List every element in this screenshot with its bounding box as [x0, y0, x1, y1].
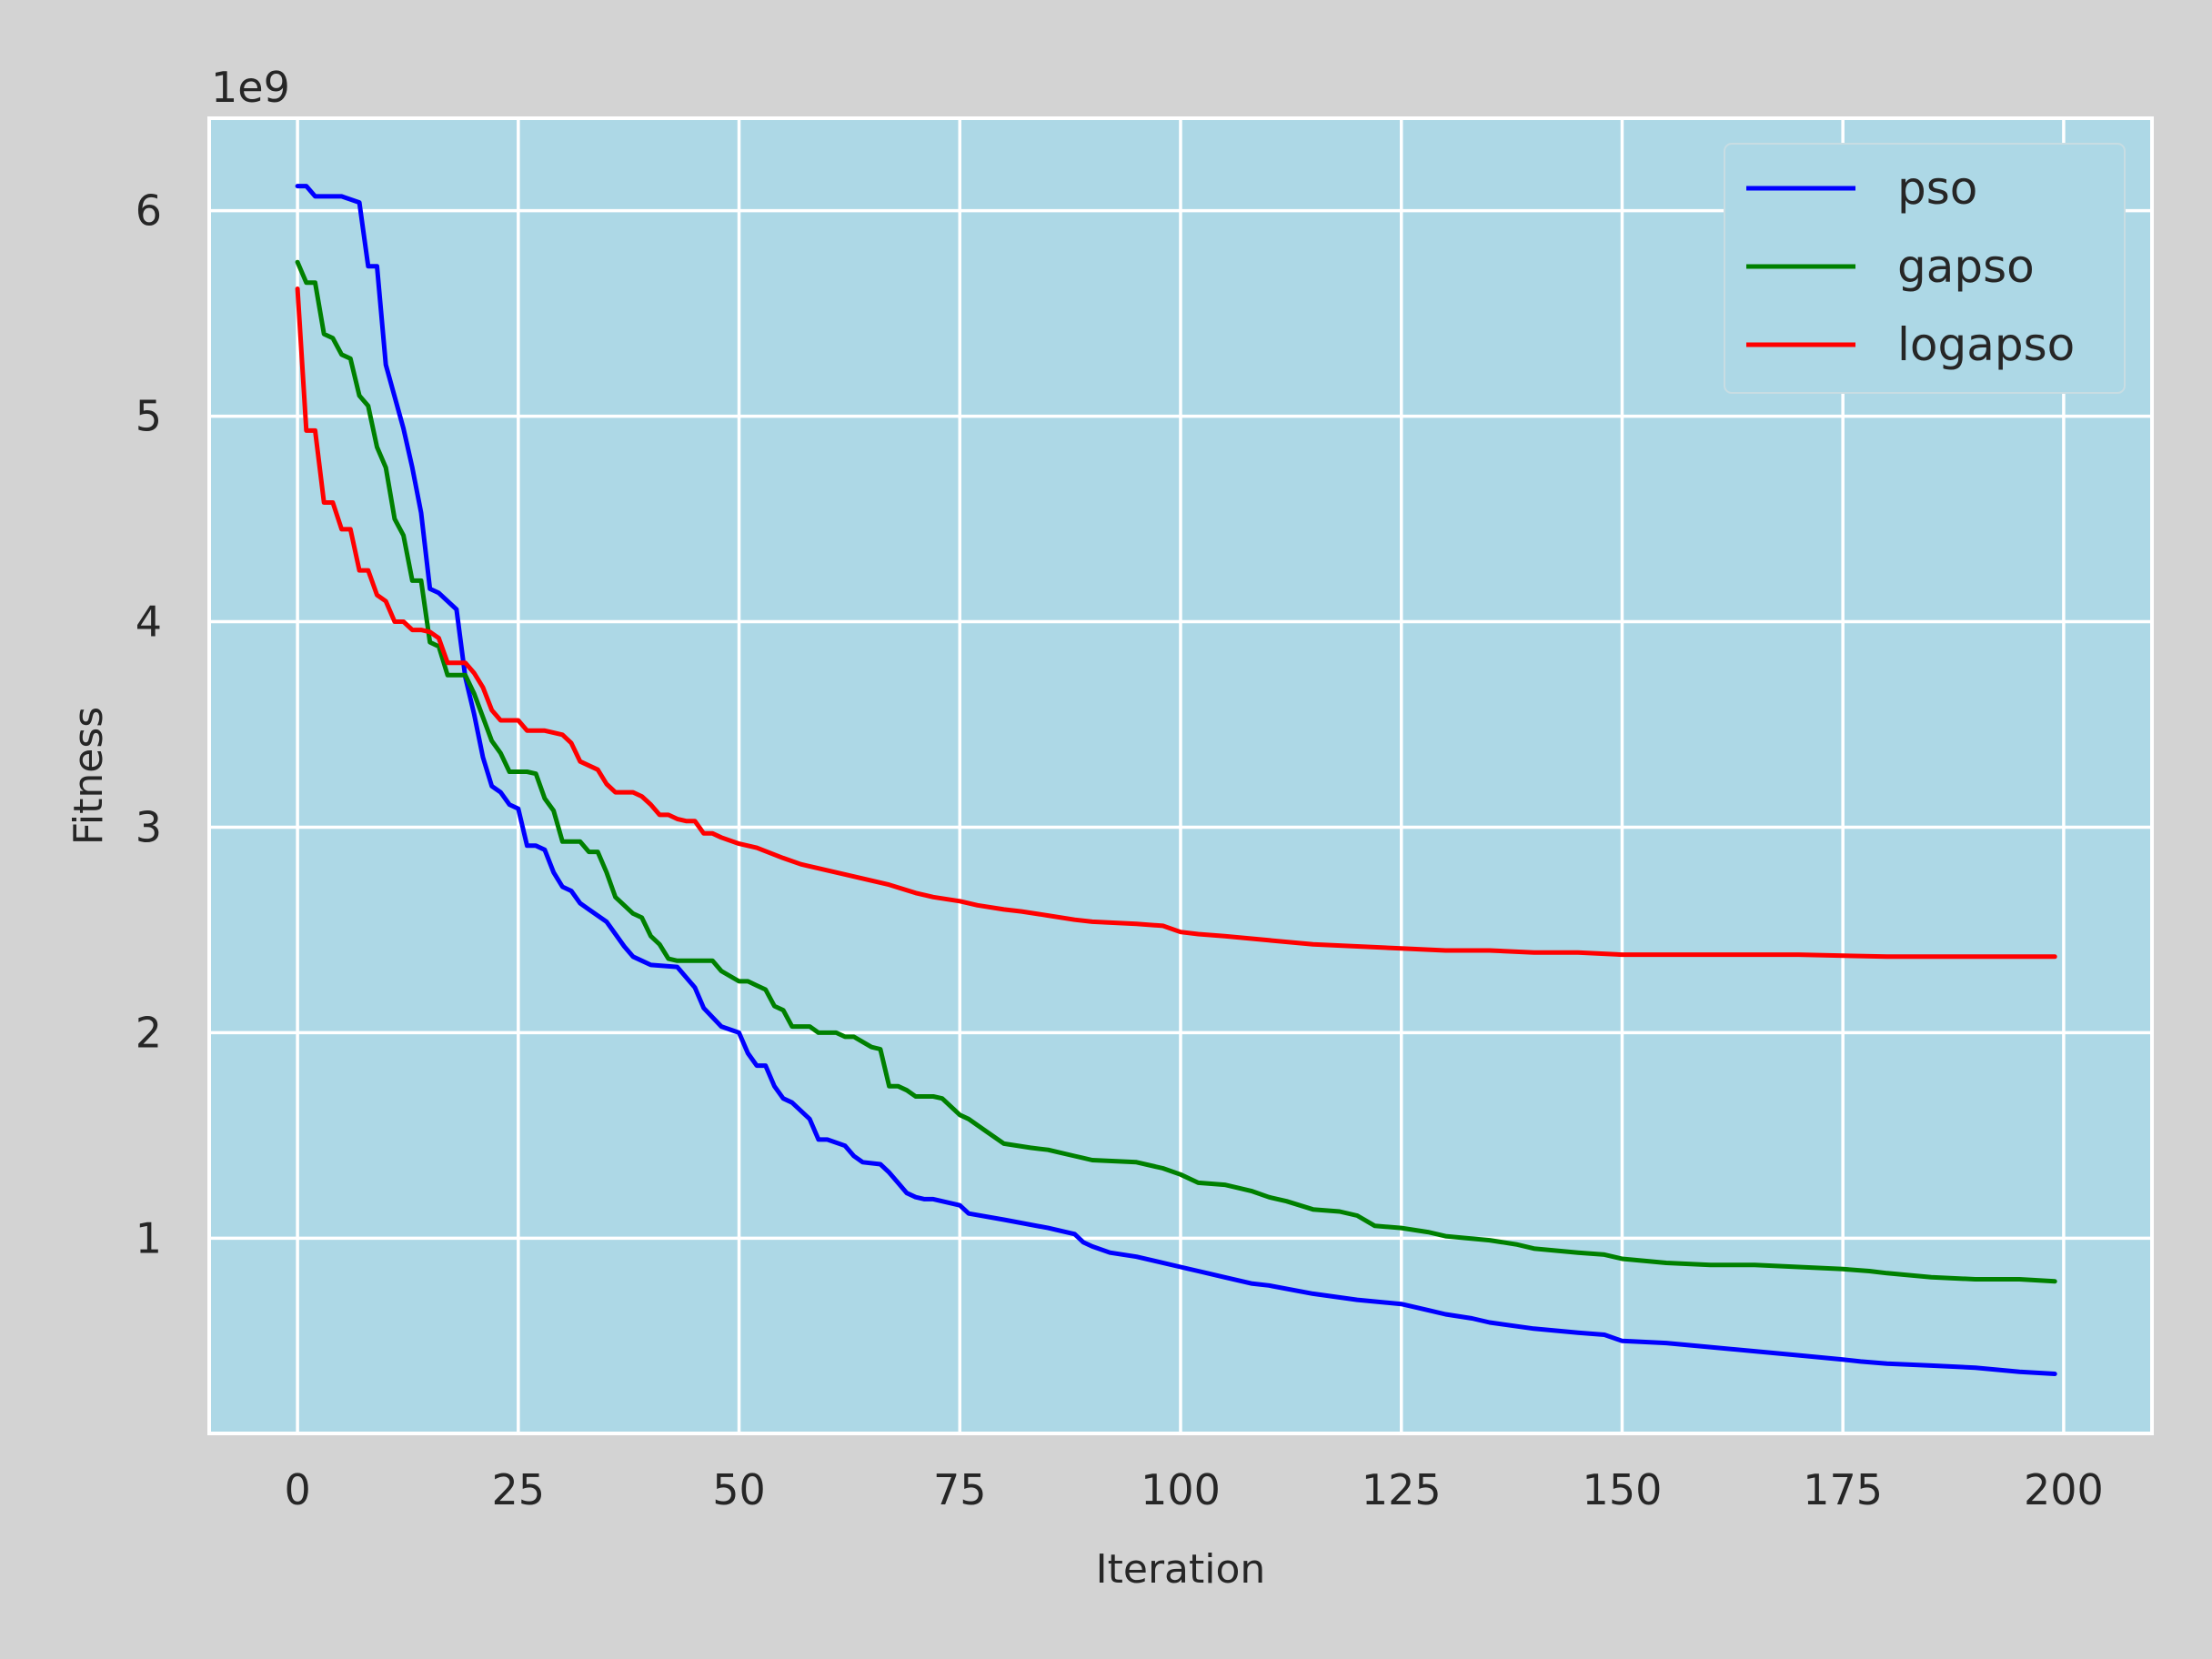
y-offset-label: 1e9: [211, 63, 290, 112]
x-tick-label: 25: [492, 1465, 546, 1514]
x-axis-label: Iteration: [1096, 1546, 1266, 1593]
y-tick-label: 3: [136, 802, 162, 851]
x-tick-labels: 0 25 50 75 100 125 150 175 200: [284, 1465, 2103, 1514]
legend-label-logapso: logapso: [1897, 318, 2075, 371]
grid: [209, 118, 2152, 1433]
x-tick-label: 0: [284, 1465, 310, 1514]
series-line-gapso: [295, 259, 2057, 1284]
x-tick-label: 200: [2024, 1465, 2104, 1514]
y-tick-label: 6: [136, 186, 162, 236]
x-tick-label: 100: [1141, 1465, 1221, 1514]
legend-label-gapso: gapso: [1897, 240, 2035, 293]
y-tick-labels: 1 2 3 4 5 6: [136, 186, 162, 1263]
plot-border: [207, 116, 2154, 1435]
legend-label-pso: pso: [1897, 162, 1977, 215]
y-tick-label: 2: [136, 1008, 162, 1057]
y-tick-label: 4: [136, 598, 162, 647]
series-line-pso: [295, 184, 2057, 1376]
series-line-logapso: [295, 287, 2057, 960]
series-group: [295, 184, 2057, 1376]
x-tick-label: 150: [1583, 1465, 1663, 1514]
x-tick-label: 50: [712, 1465, 766, 1514]
y-tick-label: 5: [136, 392, 162, 441]
legend: pso gapso logapso: [1724, 143, 2126, 394]
y-axis-label: Fitness: [65, 707, 112, 845]
x-tick-label: 125: [1362, 1465, 1442, 1514]
x-tick-label: 75: [933, 1465, 987, 1514]
x-tick-label: 175: [1803, 1465, 1883, 1514]
y-tick-label: 1: [136, 1213, 162, 1262]
legend-box: [1724, 143, 2126, 394]
